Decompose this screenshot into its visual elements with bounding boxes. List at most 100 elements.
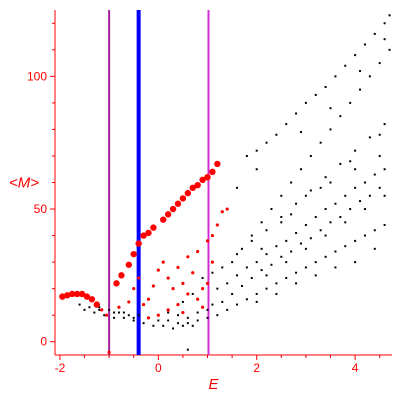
data-point-red — [210, 233, 215, 238]
data-point-black — [206, 308, 209, 311]
data-point-red — [107, 350, 111, 354]
data-point-black — [324, 234, 327, 237]
data-point-black — [304, 266, 307, 269]
data-point-red — [130, 250, 137, 258]
data-point-red — [156, 313, 160, 317]
data-point-black — [378, 186, 381, 189]
data-point-red — [64, 292, 71, 299]
data-point-black — [201, 277, 204, 280]
data-point-black — [132, 316, 135, 319]
data-point-black — [260, 269, 263, 272]
data-point-black — [245, 154, 248, 157]
data-point-black — [309, 154, 312, 157]
data-point-black — [304, 223, 307, 226]
data-point-black — [299, 131, 302, 134]
data-point-black — [344, 221, 347, 224]
data-point-red — [199, 176, 206, 184]
data-point-black — [181, 300, 184, 303]
data-point-black — [354, 261, 357, 264]
data-point-black — [319, 141, 322, 144]
data-point-black — [240, 247, 243, 250]
data-point-black — [354, 239, 357, 242]
data-point-red — [151, 284, 155, 288]
data-point-black — [216, 287, 219, 290]
y-tick-label: 100 — [27, 69, 47, 83]
data-point-black — [314, 216, 317, 218]
data-point-black — [319, 229, 322, 232]
data-point-red — [179, 195, 187, 202]
data-point-red — [156, 268, 160, 272]
data-point-red — [118, 272, 125, 279]
data-point-black — [354, 186, 357, 189]
data-point-black — [78, 303, 81, 306]
data-point-black — [354, 149, 357, 152]
data-point-black — [304, 247, 307, 250]
data-point-black — [260, 221, 263, 224]
data-point-red — [204, 173, 211, 181]
data-point-red — [196, 249, 200, 254]
data-point-black — [172, 327, 175, 330]
data-point-black — [285, 123, 288, 126]
data-point-black — [378, 133, 381, 136]
data-point-red — [194, 181, 201, 189]
data-point-black — [295, 271, 298, 274]
data-point-black — [309, 189, 312, 192]
data-point-black — [270, 208, 273, 211]
x-axis-label: E — [209, 376, 220, 393]
data-point-black — [329, 107, 332, 110]
data-point-black — [196, 319, 199, 322]
data-point-black — [275, 292, 278, 295]
data-point-black — [98, 306, 101, 309]
data-point-black — [378, 62, 381, 65]
data-point-black — [83, 308, 86, 311]
data-point-black — [373, 247, 376, 250]
data-point-black — [354, 54, 357, 57]
data-point-black — [295, 231, 298, 234]
data-point-black — [231, 292, 234, 295]
data-point-red — [189, 184, 196, 192]
data-point-black — [186, 322, 189, 325]
data-point-red — [210, 260, 215, 264]
data-point-red — [176, 302, 180, 307]
data-point-red — [214, 160, 221, 168]
data-point-red — [181, 310, 185, 315]
data-point-black — [167, 311, 170, 314]
data-point-black — [236, 253, 239, 256]
data-point-black — [383, 22, 386, 25]
data-point-black — [275, 282, 278, 285]
data-point-black — [265, 253, 268, 256]
data-point-black — [359, 200, 362, 203]
data-point-black — [186, 348, 189, 351]
data-point-black — [255, 168, 258, 171]
data-point-black — [265, 141, 268, 144]
data-point-black — [117, 311, 120, 314]
data-point-black — [359, 88, 362, 91]
data-point-black — [255, 149, 258, 152]
data-point-black — [250, 239, 253, 242]
data-point-black — [388, 14, 391, 17]
data-point-black — [240, 285, 243, 287]
data-point-black — [359, 70, 362, 73]
data-point-black — [113, 311, 116, 314]
x-tick-label: -2 — [55, 361, 66, 375]
data-point-red — [205, 239, 210, 243]
data-point-black — [221, 300, 224, 303]
data-point-black — [290, 250, 293, 253]
data-point-black — [334, 250, 337, 253]
data-point-red — [220, 210, 224, 214]
data-point-black — [250, 234, 253, 237]
data-point-red — [125, 261, 132, 268]
data-point-black — [255, 261, 258, 264]
data-point-red — [59, 293, 66, 300]
data-point-black — [191, 324, 194, 327]
data-point-red — [160, 216, 167, 223]
data-point-black — [314, 93, 317, 96]
data-point-black — [88, 306, 91, 309]
data-point-black — [122, 311, 125, 314]
data-point-black — [349, 160, 352, 163]
data-point-black — [373, 173, 376, 176]
data-point-black — [211, 271, 214, 274]
data-point-black — [354, 168, 357, 171]
data-point-black — [314, 274, 317, 277]
data-point-black — [383, 223, 386, 226]
